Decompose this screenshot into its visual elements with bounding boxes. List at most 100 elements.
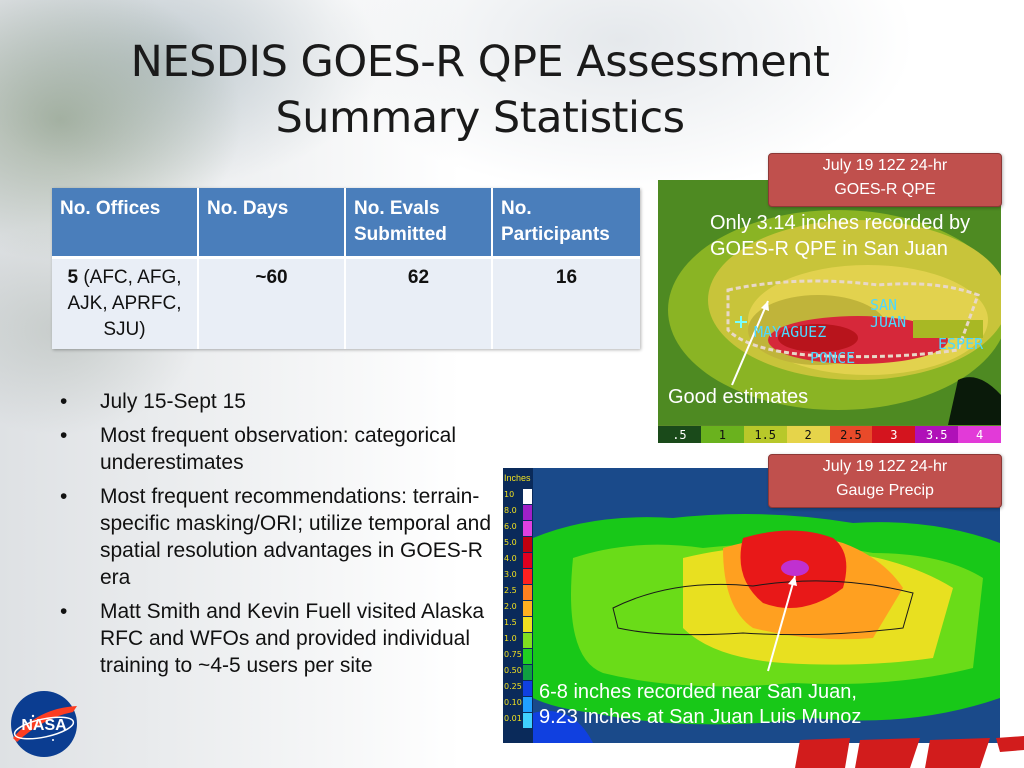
legend-row: 0.50: [503, 664, 533, 680]
legend-tick-label: 2.5: [504, 586, 517, 595]
legend-tick-label: 0.25: [504, 682, 522, 691]
legend-swatch: [523, 633, 532, 648]
colorbar-tick: 1: [700, 426, 744, 443]
slide-title: NESDIS GOES-R QPE Assessment Summary Sta…: [100, 34, 860, 146]
cell-offices: 5 (AFC, AFG, AJK, APRFC, SJU): [52, 257, 199, 349]
gauge-precip-image: Inches 10 8.0 6.0 5.0 4.0 3.0 2.5 2.0 1.5 1.0 0.75…: [503, 468, 1000, 743]
legend-swatch: [523, 569, 532, 584]
offices-detail: (AFC, AFG, AJK, APRFC, SJU): [67, 267, 182, 340]
sport-logo: [760, 736, 1024, 768]
legend-swatch: [523, 537, 532, 552]
nasa-logo-text: NASA: [21, 717, 67, 734]
legend-tick-label: 1.0: [504, 634, 517, 643]
legend-tick-label: 5.0: [504, 538, 517, 547]
qpe-annotation: Only 3.14 inches recorded by GOES-R QPE …: [710, 212, 971, 260]
colorbar-tick: 2.5: [829, 426, 873, 443]
legend-row: 1.0: [503, 632, 533, 648]
colorbar-tick: .5: [658, 426, 701, 443]
cell-evals: 62: [345, 257, 493, 349]
gauge-map-graphic: [533, 468, 1000, 743]
gauge-caption-line-1: July 19 12Z 24-hr: [822, 458, 948, 475]
map-label-san-juan: SAN JUAN: [870, 297, 906, 331]
colorbar-tick: 1.5: [743, 426, 787, 443]
legend-tick-label: 0.01: [504, 714, 522, 723]
colorbar-tick: 3: [872, 426, 916, 443]
legend-row: 5.0: [503, 536, 533, 552]
legend-tick-label: 0.50: [504, 666, 522, 675]
qpe-caption: July 19 12Z 24-hr GOES-R QPE: [768, 153, 1002, 207]
legend-row: 10: [503, 488, 533, 504]
legend-tick-label: 1.5: [504, 618, 517, 627]
legend-tick-label: 4.0: [504, 554, 517, 563]
gauge-annotation-line-2: 9.23 inches at San Juan Luis Munoz: [539, 706, 862, 728]
map-label-juan: JUAN: [870, 313, 907, 331]
legend-swatch: [523, 649, 532, 664]
colorbar-tick: 3.5: [915, 426, 959, 443]
map-label-ponce: PONCE: [810, 349, 856, 367]
header-evals: No. Evals Submitted: [345, 188, 493, 259]
offices-count: 5: [67, 267, 79, 288]
legend-tick-label: 10: [504, 490, 515, 499]
legend-tick-label: 3.0: [504, 570, 517, 579]
title-line-2: Summary Statistics: [275, 93, 685, 143]
legend-swatch: [523, 489, 532, 504]
legend-row: 1.5: [503, 616, 533, 632]
bullet-list: July 15-Sept 15 Most frequent observatio…: [58, 388, 498, 686]
header-offices: No. Offices: [52, 188, 199, 259]
legend-tick-label: 2.0: [504, 602, 517, 611]
legend-row: 0.10: [503, 696, 533, 712]
legend-tick-label: 6.0: [504, 522, 517, 531]
colorbar-tick: 2: [786, 426, 830, 443]
qpe-colorbar: .5 1 1.5 2 2.5 3 3.5 4: [658, 426, 1001, 443]
goes-r-qpe-image: .5 1 1.5 2 2.5 3 3.5 4 SAN JUAN MAYAGUEZ…: [658, 180, 1001, 443]
legend-swatch: [523, 617, 532, 632]
gauge-caption-line-2: Gauge Precip: [836, 482, 934, 499]
qpe-map-graphic: [658, 180, 1001, 425]
legend-tick-label: 8.0: [504, 506, 517, 515]
colorbar-tick: 4: [958, 426, 1001, 443]
legend-swatch: [523, 665, 532, 680]
legend-swatch: [523, 553, 532, 568]
legend-row: 2.0: [503, 600, 533, 616]
gauge-annotation-line-1: 6-8 inches recorded near San Juan,: [539, 681, 857, 703]
gauge-annotation: 6-8 inches recorded near San Juan, 9.23 …: [539, 680, 861, 730]
map-label-san: SAN: [870, 296, 898, 314]
good-estimates-label: Good estimates: [668, 386, 809, 408]
legend-swatch: [523, 601, 532, 616]
legend-swatch: [523, 713, 532, 728]
bullet-item: July 15-Sept 15: [58, 388, 498, 415]
legend-row: 0.01: [503, 712, 533, 728]
map-label-mayaguez: MAYAGUEZ: [754, 323, 827, 341]
legend-row: 6.0: [503, 520, 533, 536]
legend-swatch: [523, 521, 532, 536]
bullet-item: Most frequent observation: categorical u…: [58, 422, 498, 476]
legend-title: Inches: [504, 473, 531, 483]
summary-table: No. Offices No. Days No. Evals Submitted…: [52, 188, 640, 349]
legend-swatch: [523, 697, 532, 712]
bullet-item: Most frequent recommendations: terrain-s…: [58, 483, 498, 591]
table-row: 5 (AFC, AFG, AJK, APRFC, SJU) ~60 62 16: [52, 257, 640, 349]
cell-participants: 16: [492, 257, 640, 349]
legend-row: 3.0: [503, 568, 533, 584]
legend-row: 2.5: [503, 584, 533, 600]
legend-row: 4.0: [503, 552, 533, 568]
legend-tick-label: 0.10: [504, 698, 522, 707]
map-label-esper: ESPER: [938, 335, 984, 353]
header-participants: No. Participants: [492, 188, 640, 259]
legend-row: 0.25: [503, 680, 533, 696]
gauge-legend: Inches 10 8.0 6.0 5.0 4.0 3.0 2.5 2.0 1.5 1.0 0.75…: [503, 468, 533, 743]
legend-swatch: [523, 681, 532, 696]
gauge-caption: July 19 12Z 24-hr Gauge Precip: [768, 454, 1002, 508]
cell-days: ~60: [198, 257, 346, 349]
legend-swatch: [523, 585, 532, 600]
bullet-item: Matt Smith and Kevin Fuell visited Alask…: [58, 598, 498, 679]
header-days: No. Days: [198, 188, 346, 259]
legend-tick-label: 0.75: [504, 650, 522, 659]
qpe-caption-line-2: GOES-R QPE: [834, 181, 936, 198]
qpe-caption-line-1: July 19 12Z 24-hr: [822, 157, 948, 174]
table-header-row: No. Offices No. Days No. Evals Submitted…: [52, 188, 640, 259]
nasa-logo: NASA: [11, 691, 77, 757]
legend-row: 8.0: [503, 504, 533, 520]
legend-row: 0.75: [503, 648, 533, 664]
legend-swatch: [523, 505, 532, 520]
